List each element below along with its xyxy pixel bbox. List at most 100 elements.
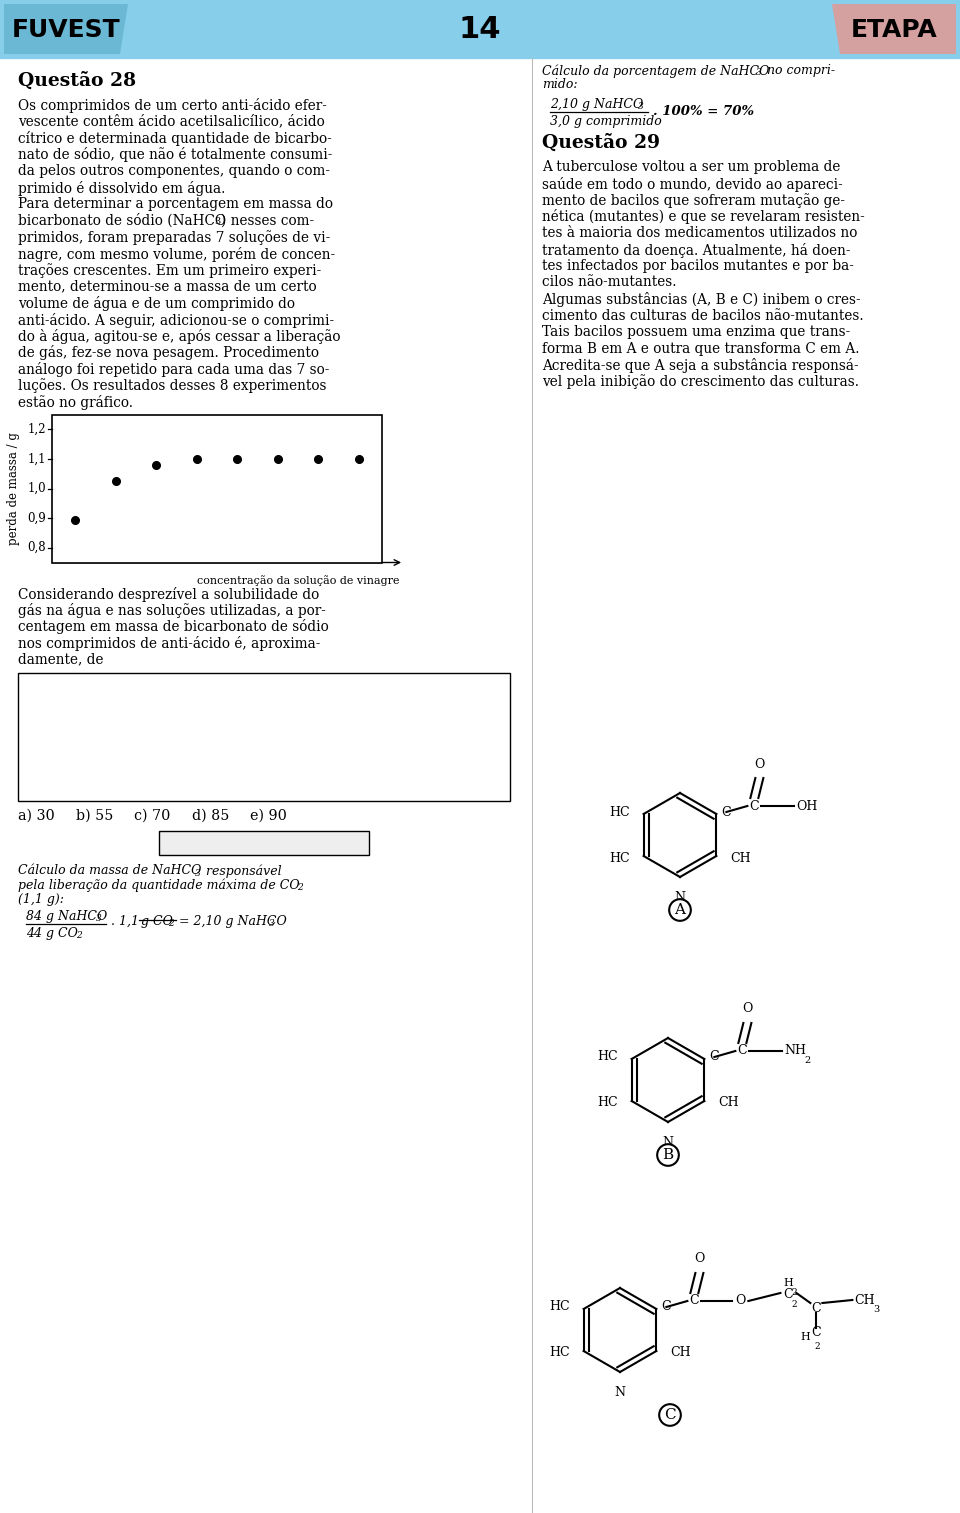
Text: tes infectados por bacilos mutantes e por ba-: tes infectados por bacilos mutantes e po… — [542, 259, 853, 272]
Text: alternativa C: alternativa C — [206, 835, 322, 852]
Text: N: N — [614, 1386, 626, 1400]
Text: responsável: responsável — [202, 864, 281, 878]
Text: HC: HC — [597, 1097, 617, 1109]
Text: estão no gráfico.: estão no gráfico. — [18, 395, 133, 410]
Text: concentração da solução de vinagre: concentração da solução de vinagre — [197, 575, 399, 587]
Text: Tais bacilos possuem uma enzima que trans-: Tais bacilos possuem uma enzima que tran… — [542, 325, 851, 339]
Text: 44 g CO: 44 g CO — [26, 927, 78, 940]
Text: B: B — [662, 1148, 674, 1162]
Text: CH: CH — [670, 1347, 691, 1360]
Text: b) 55: b) 55 — [76, 808, 113, 823]
Text: NH: NH — [784, 1044, 806, 1058]
Text: HC: HC — [549, 1301, 569, 1313]
Text: Dados:: Dados: — [25, 681, 77, 694]
Text: Cálculo da porcentagem de NaHCO: Cálculo da porcentagem de NaHCO — [542, 64, 769, 77]
Text: Algumas substâncias (A, B e C) inibem o cres-: Algumas substâncias (A, B e C) inibem o … — [542, 292, 860, 307]
Text: HC: HC — [609, 805, 630, 819]
Text: C: C — [721, 805, 731, 819]
Text: 3,0 g comprimido: 3,0 g comprimido — [550, 115, 661, 129]
Text: ) nesses com-: ) nesses com- — [221, 213, 314, 227]
Text: cítrico e determinada quantidade de bicarbo-: cítrico e determinada quantidade de bica… — [18, 132, 332, 145]
Bar — [159, 831, 369, 855]
Text: 3: 3 — [874, 1306, 879, 1313]
Text: gás na água e nas soluções utilizadas, a por-: gás na água e nas soluções utilizadas, a… — [18, 604, 325, 617]
Text: anti-ácido. A seguir, adicionou-se o comprimi-: anti-ácido. A seguir, adicionou-se o com… — [18, 313, 334, 327]
Text: nato de sódio, que não é totalmente consumi-: nato de sódio, que não é totalmente cons… — [18, 147, 332, 162]
Text: massa do comprimido = 3,0 g: massa do comprimido = 3,0 g — [25, 697, 231, 711]
Text: volume de água e de um comprimido do: volume de água e de um comprimido do — [18, 297, 295, 312]
Text: 2: 2 — [791, 1300, 797, 1309]
Text: no compri-: no compri- — [763, 64, 835, 77]
Text: CH: CH — [718, 1097, 739, 1109]
Polygon shape — [832, 5, 956, 54]
Text: 2: 2 — [76, 930, 82, 940]
Text: HC: HC — [549, 1347, 569, 1360]
Text: perda de massa / g: perda de massa / g — [8, 433, 20, 545]
Bar — [18, 673, 510, 800]
Text: A tuberculose voltou a ser um problema de: A tuberculose voltou a ser um problema d… — [542, 160, 840, 174]
Text: centagem em massa de bicarbonato de sódio: centagem em massa de bicarbonato de sódi… — [18, 619, 328, 634]
Text: 2: 2 — [791, 1288, 797, 1297]
Text: Cálculo da massa de NaHCO: Cálculo da massa de NaHCO — [18, 864, 202, 878]
Bar — [0, 0, 960, 57]
Text: 3: 3 — [96, 914, 102, 923]
Text: cilos não-mutantes.: cilos não-mutantes. — [542, 275, 677, 289]
Text: g CO: g CO — [141, 915, 173, 927]
Text: 2: 2 — [297, 884, 302, 893]
Text: luções. Os resultados desses 8 experimentos: luções. Os resultados desses 8 experimen… — [18, 378, 326, 393]
Text: HC: HC — [597, 1050, 617, 1064]
Text: mido:: mido: — [542, 79, 578, 91]
Text: C: C — [661, 1301, 671, 1313]
Text: C: C — [811, 1301, 821, 1315]
Text: tes à maioria dos medicamentos utilizados no: tes à maioria dos medicamentos utilizado… — [542, 225, 857, 241]
Text: 2: 2 — [814, 1342, 820, 1351]
Text: H: H — [801, 1331, 810, 1342]
Text: O: O — [742, 1003, 753, 1015]
Text: c) 70: c) 70 — [134, 808, 170, 823]
Text: . 1,1: . 1,1 — [111, 915, 139, 927]
Text: FUVEST: FUVEST — [12, 18, 120, 42]
Text: 3: 3 — [214, 218, 220, 227]
Text: Acredita-se que A seja a substância responsá-: Acredita-se que A seja a substância resp… — [542, 359, 858, 374]
Text: damente, de: damente, de — [18, 652, 104, 667]
Text: O: O — [755, 758, 764, 770]
Bar — [52, 415, 382, 563]
Text: H: H — [783, 1278, 793, 1288]
Text: C: C — [689, 1295, 699, 1307]
Text: 1,1: 1,1 — [28, 452, 46, 466]
Text: primido é dissolvido em água.: primido é dissolvido em água. — [18, 180, 226, 195]
Text: 2: 2 — [168, 918, 174, 927]
Text: C: C — [709, 1050, 719, 1064]
Text: Questão 29: Questão 29 — [542, 135, 660, 153]
Text: C: C — [811, 1325, 821, 1339]
Text: (1,1 g):: (1,1 g): — [18, 894, 64, 906]
Text: CH: CH — [731, 852, 751, 864]
Text: C: C — [783, 1289, 793, 1301]
Text: N: N — [675, 891, 685, 903]
Text: nagre, com mesmo volume, porém de concen-: nagre, com mesmo volume, porém de concen… — [18, 247, 335, 262]
Text: trações crescentes. Em um primeiro experi-: trações crescentes. Em um primeiro exper… — [18, 263, 322, 278]
Text: mento, determinou-se a massa de um certo: mento, determinou-se a massa de um certo — [18, 280, 317, 294]
Text: pela liberação da quantidade máxima de CO: pela liberação da quantidade máxima de C… — [18, 879, 300, 893]
Text: Considerando desprezível a solubilidade do: Considerando desprezível a solubilidade … — [18, 587, 320, 602]
Polygon shape — [4, 5, 128, 54]
Text: Para determinar a porcentagem em massa do: Para determinar a porcentagem em massa d… — [18, 197, 333, 210]
Text: CH: CH — [854, 1294, 875, 1307]
Text: HC: HC — [609, 852, 630, 864]
Text: de gás, fez-se nova pesagem. Procedimento: de gás, fez-se nova pesagem. Procediment… — [18, 345, 319, 360]
Text: 1,0: 1,0 — [28, 483, 46, 495]
Text: C: C — [750, 799, 759, 812]
Text: 14: 14 — [459, 15, 501, 44]
Text: ETAPA: ETAPA — [851, 18, 937, 42]
Text: = 2,10 g NaHCO: = 2,10 g NaHCO — [179, 915, 287, 927]
Text: 2: 2 — [804, 1056, 810, 1065]
Text: 3: 3 — [195, 868, 201, 878]
Text: OH: OH — [797, 799, 818, 812]
Text: 3: 3 — [638, 101, 644, 110]
Text: 1,2: 1,2 — [28, 422, 46, 436]
Text: cimento das culturas de bacilos não-mutantes.: cimento das culturas de bacilos não-muta… — [542, 309, 864, 322]
Text: 2,10 g NaHCO: 2,10 g NaHCO — [550, 98, 643, 110]
Text: vinagre = solução aquosa diluída de ácido: vinagre = solução aquosa diluída de ácid… — [25, 764, 318, 779]
Text: forma B em A e outra que transforma C em A.: forma B em A e outra que transforma C em… — [542, 342, 859, 356]
Text: 0,8: 0,8 — [28, 542, 46, 554]
